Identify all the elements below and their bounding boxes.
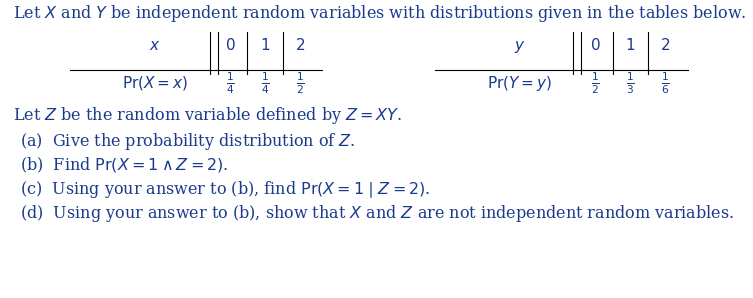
- Text: (c)  Using your answer to (b), find $\mathrm{Pr}(X = 1 \mid Z = 2)$.: (c) Using your answer to (b), find $\mat…: [20, 179, 431, 200]
- Text: $\frac{1}{2}$: $\frac{1}{2}$: [296, 71, 304, 96]
- Text: $1$: $1$: [625, 37, 635, 53]
- Text: $x$: $x$: [149, 39, 161, 53]
- Text: $2$: $2$: [660, 37, 670, 53]
- Text: Let $Z$ be the random variable defined by $Z = XY$.: Let $Z$ be the random variable defined b…: [13, 105, 402, 126]
- Text: $\frac{1}{4}$: $\frac{1}{4}$: [226, 71, 234, 96]
- Text: $1$: $1$: [260, 37, 270, 53]
- Text: $\mathrm{Pr}(X = x)$: $\mathrm{Pr}(X = x)$: [122, 74, 188, 92]
- Text: (a)  Give the probability distribution of $Z$.: (a) Give the probability distribution of…: [20, 131, 355, 152]
- Text: $\frac{1}{4}$: $\frac{1}{4}$: [261, 71, 270, 96]
- Text: $\frac{1}{6}$: $\frac{1}{6}$: [660, 71, 669, 96]
- Text: $0$: $0$: [590, 37, 600, 53]
- Text: $0$: $0$: [224, 37, 235, 53]
- Text: $y$: $y$: [514, 39, 526, 55]
- Text: Let $X$ and $Y$ be independent random variables with distributions given in the : Let $X$ and $Y$ be independent random va…: [13, 3, 746, 24]
- Text: $\frac{1}{2}$: $\frac{1}{2}$: [590, 71, 599, 96]
- Text: $\frac{1}{3}$: $\frac{1}{3}$: [626, 71, 634, 96]
- Text: $2$: $2$: [295, 37, 305, 53]
- Text: (d)  Using your answer to (b), show that $X$ and $Z$ are not independent random : (d) Using your answer to (b), show that …: [20, 203, 734, 224]
- Text: (b)  Find $\mathrm{Pr}(X = 1 \wedge Z = 2)$.: (b) Find $\mathrm{Pr}(X = 1 \wedge Z = 2…: [20, 155, 229, 175]
- Text: $\mathrm{Pr}(Y = y)$: $\mathrm{Pr}(Y = y)$: [487, 74, 553, 93]
